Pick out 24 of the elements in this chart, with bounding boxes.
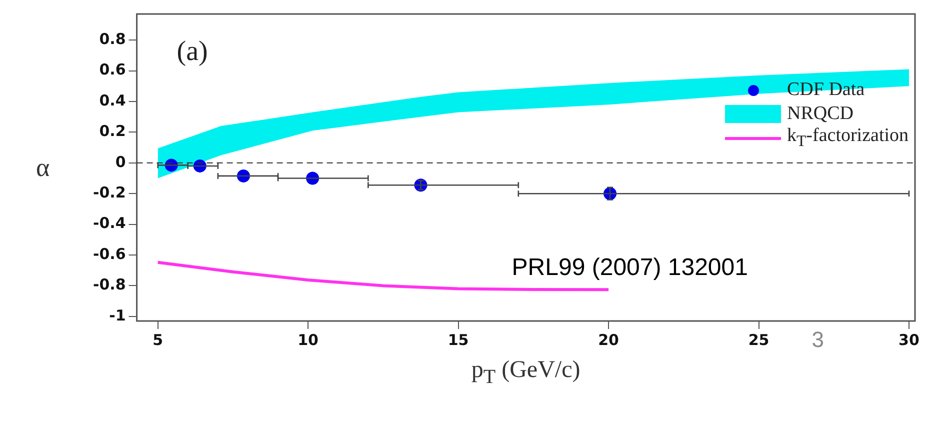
legend-label: NRQCD [787, 103, 854, 125]
y-tick-label: -1 [109, 306, 126, 324]
annotation: PRL99 (2007) 132001 [512, 254, 748, 282]
y-tick-label: -0.4 [92, 214, 126, 232]
x-axis-title: p$_{T}$ (GeV/c) [471, 357, 580, 389]
point [414, 178, 428, 192]
y-tick-label: 0.8 [99, 30, 126, 48]
text: 3 [812, 327, 824, 353]
y-tick-label: -0.6 [92, 244, 126, 263]
x-tick-label: 5 [152, 330, 164, 349]
x-tick-label: 15 [448, 330, 469, 349]
y-tick-label: -0.2 [92, 183, 126, 202]
y-axis-title: α [36, 152, 50, 182]
y-tick-label: 0.2 [99, 122, 126, 140]
y-tick-label: 0.6 [99, 60, 126, 79]
x-tick-label: 10 [298, 330, 318, 349]
x-tick-label: 25 [748, 330, 770, 349]
x-tick-label: 30 [898, 330, 920, 349]
annotation: (a) [176, 36, 208, 68]
y-tick-label: 0.4 [99, 91, 126, 110]
y-tick-label: -0.8 [92, 276, 126, 294]
y-tick-label: 0 [115, 152, 126, 171]
x-tick-label: 20 [598, 330, 619, 349]
legend-label: k$_{T}$-factorization [787, 125, 909, 151]
